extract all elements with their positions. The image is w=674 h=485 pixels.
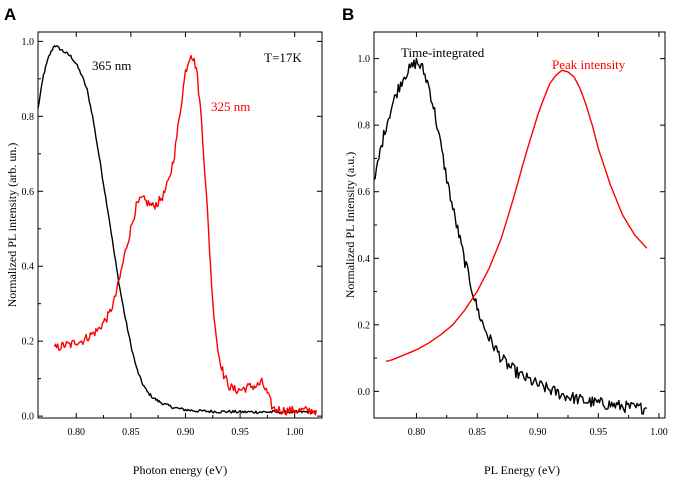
panel-b-plot-frame: [373, 31, 666, 419]
panel-a-x-tick-label: 0.90: [177, 427, 195, 438]
panel-a-y-tick-label: 0.8: [22, 112, 35, 123]
panel-a-letter: A: [4, 5, 16, 24]
panel-b-y-axis-label: Normalized PL Intensity (a.u.): [343, 152, 357, 299]
panel-b-x-tick-label: 0.90: [529, 427, 547, 438]
panel-b-x-tick-label: 0.85: [468, 427, 486, 438]
panel-b-x-tick-label: 1.00: [650, 427, 668, 438]
panel-a-x-tick-label: 1.00: [286, 427, 304, 438]
panel-a-series-label-325-nm: 325 nm: [211, 99, 250, 114]
panel-b-y-tick-label: 0.2: [358, 320, 371, 331]
panel-b-series-label-peak-intensity: Peak intensity: [552, 57, 626, 72]
panel-a-y-tick-label: 0.0: [22, 412, 35, 423]
panel-b-x-axis-label: PL Energy (eV): [484, 463, 560, 477]
panel-b-series-time-integrated-line: [373, 57, 647, 415]
panel-b-y-tick-label: 0.6: [358, 187, 371, 198]
panel-b-series-peak-intensity-line: [385, 69, 648, 363]
panel-a-temperature-annotation: T=17K: [264, 50, 302, 65]
panel-b-y-tick-label: 1.0: [358, 54, 371, 65]
panel-a-y-tick-label: 1.0: [22, 37, 35, 48]
panel-a-x-tick-label: 0.95: [231, 427, 249, 438]
panel-a-y-axis-label: Normalized PL intensity (arb. un.): [5, 143, 19, 308]
panel-a-series-label-365-nm: 365 nm: [92, 58, 131, 73]
panel-a-x-tick-label: 0.80: [67, 427, 85, 438]
panel-a-series-365-nm-line: [37, 45, 317, 415]
panel-a-series-325-nm-line: [53, 54, 318, 416]
panel-a-y-tick-label: 0.2: [22, 337, 35, 348]
panel-b-x-tick-label: 0.95: [590, 427, 608, 438]
panel-b-y-tick-label: 0.4: [358, 254, 371, 265]
panel-b-series-label-time-integrated: Time-integrated: [401, 45, 485, 60]
panel-a-y-tick-label: 0.6: [22, 187, 35, 198]
panel-b-y-tick-label: 0.0: [358, 387, 371, 398]
panel-b-letter: B: [342, 5, 354, 24]
panel-a-x-tick-label: 0.85: [122, 427, 140, 438]
panel-a-plot-frame: [37, 31, 323, 419]
panel-b-y-tick-label: 0.8: [358, 121, 371, 132]
panel-a-x-axis-label: Photon energy (eV): [133, 463, 227, 477]
panel-a-y-tick-label: 0.4: [22, 262, 35, 273]
panel-b-x-tick-label: 0.80: [408, 427, 426, 438]
